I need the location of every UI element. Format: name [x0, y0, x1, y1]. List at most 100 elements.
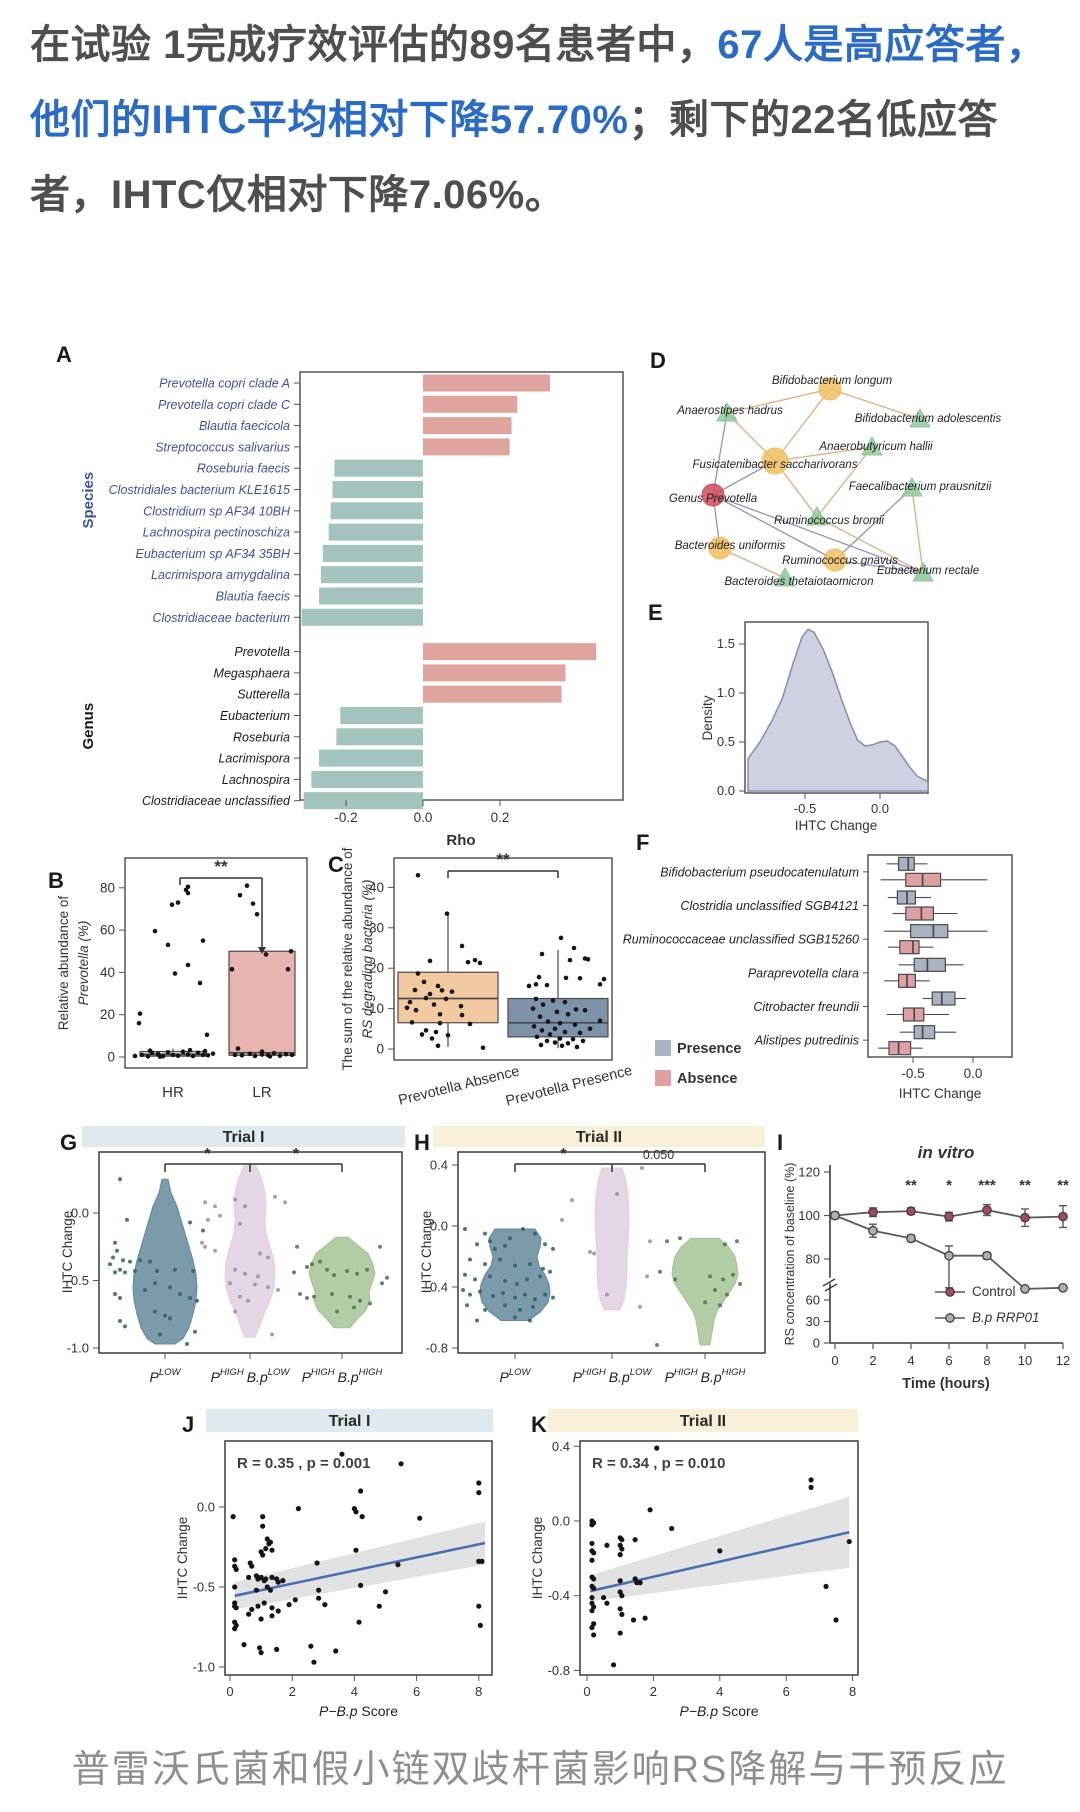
svg-text:Prevotella (%): Prevotella (%)	[76, 921, 91, 1006]
svg-text:RS degrading bacteria (%): RS degrading bacteria (%)	[360, 879, 375, 1038]
panel-E: E 0.0 0.5 1.0 1.5 -0.5 0.0 Density IHTC Change	[648, 600, 929, 833]
svg-text:*: *	[560, 1146, 567, 1163]
svg-text:0.0: 0.0	[717, 783, 735, 798]
svg-text:60: 60	[806, 1292, 820, 1307]
svg-text:Presence: Presence	[677, 1041, 742, 1057]
svg-text:0.0: 0.0	[552, 1514, 570, 1529]
svg-text:Trial I: Trial I	[223, 1129, 265, 1146]
svg-text:2: 2	[869, 1353, 876, 1368]
svg-text:0.5: 0.5	[717, 734, 735, 749]
svg-text:Blautia faecicola: Blautia faecicola	[199, 419, 290, 433]
svg-text:Eubacterium: Eubacterium	[220, 709, 290, 723]
svg-text:4: 4	[907, 1353, 914, 1368]
svg-text:Alistipes putredinis: Alistipes putredinis	[754, 1034, 859, 1048]
svg-text:Bifidobacterium longum: Bifidobacterium longum	[772, 375, 893, 387]
svg-text:6: 6	[413, 1684, 420, 1699]
svg-text:J: J	[182, 1412, 194, 1437]
svg-text:Control: Control	[972, 1284, 1016, 1299]
svg-text:-1.0: -1.0	[193, 1660, 215, 1675]
svg-text:0.0: 0.0	[414, 810, 433, 825]
svg-text:100: 100	[798, 1208, 820, 1223]
svg-text:Genus Prevotella: Genus Prevotella	[669, 493, 757, 505]
svg-text:Clostridiales bacterium KLE161: Clostridiales bacterium KLE1615	[109, 483, 290, 497]
svg-text:Clostridiaceae bacterium: Clostridiaceae bacterium	[152, 611, 290, 625]
svg-text:0.2: 0.2	[491, 810, 510, 825]
svg-text:LR: LR	[252, 1084, 271, 1101]
intro-segment-highlight: 67人是高应答者，他们的IHTC平均相对下降57.70%	[30, 23, 1047, 142]
svg-text:0.0: 0.0	[197, 1500, 215, 1515]
svg-text:80: 80	[806, 1252, 820, 1267]
panel-F: F Bifidobacterium pseudocatenulatum Clostr…	[623, 830, 1013, 1101]
svg-text:-0.2: -0.2	[334, 810, 357, 825]
svg-text:*: *	[204, 1146, 211, 1163]
svg-text:Eubacterium sp AF34 35BH: Eubacterium sp AF34 35BH	[136, 547, 291, 561]
svg-text:PLOW: PLOW	[500, 1367, 532, 1385]
svg-text:1.0: 1.0	[717, 685, 735, 700]
svg-text:Lachnospira pectinoschiza: Lachnospira pectinoschiza	[143, 526, 290, 540]
svg-text:0: 0	[583, 1684, 590, 1699]
svg-text:**: **	[496, 850, 510, 869]
svg-text:-0.8: -0.8	[426, 1341, 448, 1356]
svg-text:Bacteroides uniformis: Bacteroides uniformis	[675, 540, 786, 552]
svg-text:Bacteroides thetaiotaomicron: Bacteroides thetaiotaomicron	[725, 576, 874, 588]
svg-text:-0.8: -0.8	[548, 1663, 570, 1678]
svg-text:Prevotella: Prevotella	[234, 645, 290, 659]
svg-text:P−B.p Score: P−B.p Score	[319, 1703, 398, 1719]
svg-text:8: 8	[849, 1684, 856, 1699]
svg-text:0.0: 0.0	[871, 801, 889, 816]
svg-text:Density: Density	[700, 695, 715, 740]
svg-text:0: 0	[226, 1684, 233, 1699]
svg-text:Anaerobutyricum hallii: Anaerobutyricum hallii	[818, 441, 933, 453]
svg-text:0.0: 0.0	[964, 1066, 983, 1081]
svg-text:*: *	[293, 1146, 300, 1163]
svg-text:1.5: 1.5	[717, 636, 735, 651]
svg-text:IHTC Change: IHTC Change	[530, 1517, 545, 1600]
svg-text:G: G	[60, 1130, 77, 1155]
svg-text:Anaerostipes hadrus: Anaerostipes hadrus	[676, 405, 783, 417]
svg-text:-0.5: -0.5	[901, 1066, 924, 1081]
svg-text:20: 20	[100, 1007, 115, 1022]
svg-text:Prevotella copri clade C: Prevotella copri clade C	[158, 398, 291, 412]
svg-text:Roseburia faecis: Roseburia faecis	[197, 462, 290, 476]
svg-text:Clostridiaceae unclassified: Clostridiaceae unclassified	[142, 794, 291, 808]
svg-text:Faecalibacterium prausnitzii: Faecalibacterium prausnitzii	[849, 481, 992, 493]
svg-text:0.4: 0.4	[430, 1158, 448, 1173]
svg-text:HR: HR	[162, 1084, 184, 1101]
svg-text:Clostridia unclassified SGB412: Clostridia unclassified SGB4121	[680, 899, 859, 913]
svg-text:C: C	[328, 852, 344, 877]
svg-text:B.p RRP01: B.p RRP01	[972, 1310, 1040, 1325]
svg-text:12: 12	[1056, 1353, 1070, 1368]
svg-text:D: D	[650, 348, 666, 373]
svg-text:Species: Species	[80, 472, 97, 529]
svg-text:Roseburia: Roseburia	[233, 730, 290, 744]
svg-text:-0.5: -0.5	[67, 1273, 89, 1288]
svg-text:Bifidobacterium pseudocatenula: Bifidobacterium pseudocatenulatum	[660, 865, 859, 879]
svg-text:2: 2	[650, 1684, 657, 1699]
intro-segment-dark-2: ；剩下的22名低应答者，IHTC仅相对下降7.06%。	[30, 98, 998, 217]
panel-H: H Trial II 0.4 0.0 -0.4 -0.8 PLOW PHIGH B.pLOW PH…	[414, 1126, 766, 1385]
svg-text:0.4: 0.4	[552, 1439, 570, 1454]
svg-text:8: 8	[475, 1684, 482, 1699]
svg-text:20: 20	[369, 961, 384, 976]
svg-text:40: 40	[369, 880, 384, 895]
svg-text:0: 0	[831, 1353, 838, 1368]
svg-text:The sum of the relative abunda: The sum of the relative abundance of	[340, 847, 355, 1070]
panel-J: J Trial I 0.0 -0.5 -1.0 0 2 4 6 8 R = 0.35 , p = 0…	[175, 1409, 493, 1719]
intro-segment-dark-1: 在试验 1完成疗效评估的89名患者中，	[30, 23, 718, 67]
svg-text:0: 0	[376, 1042, 384, 1057]
panel-C: C 0 10 20 30 40 ** Prevotella AbsencePrevotella…	[328, 847, 634, 1109]
svg-text:Prevotella copri clade A: Prevotella copri clade A	[159, 377, 290, 391]
svg-text:-0.5: -0.5	[193, 1580, 215, 1595]
svg-text:Fusicatenibacter saccharivoran: Fusicatenibacter saccharivorans	[693, 459, 858, 471]
svg-text:Streptococcus salivarius: Streptococcus salivarius	[155, 440, 290, 454]
svg-text:10: 10	[369, 1001, 384, 1016]
svg-text:Rho: Rho	[446, 832, 475, 849]
svg-text:*: *	[946, 1177, 952, 1194]
svg-text:IHTC Change: IHTC Change	[60, 1211, 75, 1294]
svg-text:B: B	[48, 868, 64, 893]
svg-text:R = 0.34 , p = 0.010: R = 0.34 , p = 0.010	[592, 1455, 725, 1472]
